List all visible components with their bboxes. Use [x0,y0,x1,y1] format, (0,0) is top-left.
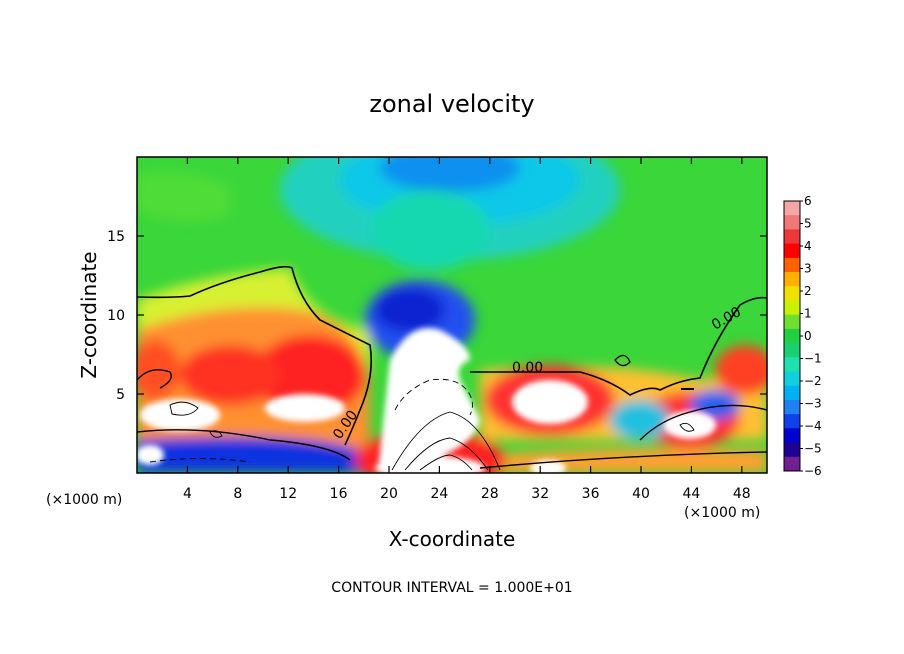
x-tick-label: 36 [582,486,600,502]
colorbar-swatch [784,314,800,330]
y-tick-label: 15 [107,229,125,245]
colorbar-tick-label: −3 [804,397,822,411]
colorbar-swatch [784,414,800,429]
colorbar-swatch [784,272,800,287]
colorbar-tick-label: 3 [804,262,812,276]
chart-title: zonal velocity [369,90,534,118]
y-tick-label: 5 [116,387,125,403]
colorbar-tick-label: 2 [804,284,812,298]
colorbar-swatch [784,343,800,358]
colorbar-tick-label: −1 [804,352,822,366]
x-unit-label-left: (×1000 m) [46,492,122,508]
x-tick-label: 32 [531,486,549,502]
colorbar: 6 5 4 3 2 1 0 −1 −2 −3 −4 −5 −6 [783,194,822,478]
colorbar-swatch [784,371,800,387]
y-axis-title: Z-coordinate [77,251,101,378]
colorbar-tick-label: 5 [804,217,812,231]
colorbar-swatch [784,399,800,415]
x-tick-label: 12 [279,486,297,502]
x-axis-title: X-coordinate [389,527,516,551]
colorbar-tick-label: 1 [804,307,812,321]
colorbar-tick-label: −4 [804,419,822,433]
x-tick-label: 24 [430,486,448,502]
contour-label: 0.00 [512,360,543,376]
colorbar-swatch [784,357,800,373]
x-tick-label: 44 [682,486,700,502]
colorbar-tick-label: −5 [804,442,822,456]
colorbar-swatch [784,300,800,316]
x-tick-label: 16 [330,486,348,502]
colorbar-swatch [784,385,800,401]
x-tick-label: 28 [481,486,499,502]
y-axis: 5 10 15 [107,229,767,403]
colorbar-swatch [784,243,800,259]
x-tick-label: 4 [183,486,192,502]
colorbar-swatch [784,257,800,273]
colorbar-tick-label: 6 [804,194,812,208]
x-tick-label: 20 [380,486,398,502]
colorbar-swatch [784,215,800,230]
colorbar-swatch [784,286,800,301]
y-tick-label: 10 [107,308,125,324]
x-tick-label: 48 [733,486,751,502]
colorbar-tick-label: −2 [804,374,822,388]
colorbar-swatch [784,201,800,216]
contour-lines [137,265,767,471]
x-tick-label: 40 [632,486,650,502]
colorbar-swatch [784,229,800,245]
x-unit-label-right: (×1000 m) [684,505,760,521]
colorbar-swatch [784,328,800,344]
velocity-field [137,157,767,473]
colorbar-swatch [784,428,800,444]
x-tick-label: 8 [233,486,242,502]
colorbar-tick-label: 4 [804,239,812,253]
colorbar-swatch [784,442,800,458]
x-axis: 4 8 12 16 20 24 28 32 36 40 44 48 [183,157,751,502]
contour-interval-footer: CONTOUR INTERVAL = 1.000E+01 [331,580,572,596]
colorbar-tick-label: −6 [804,464,822,478]
colorbar-swatch [784,456,800,472]
colorbar-tick-label: 0 [804,329,812,343]
